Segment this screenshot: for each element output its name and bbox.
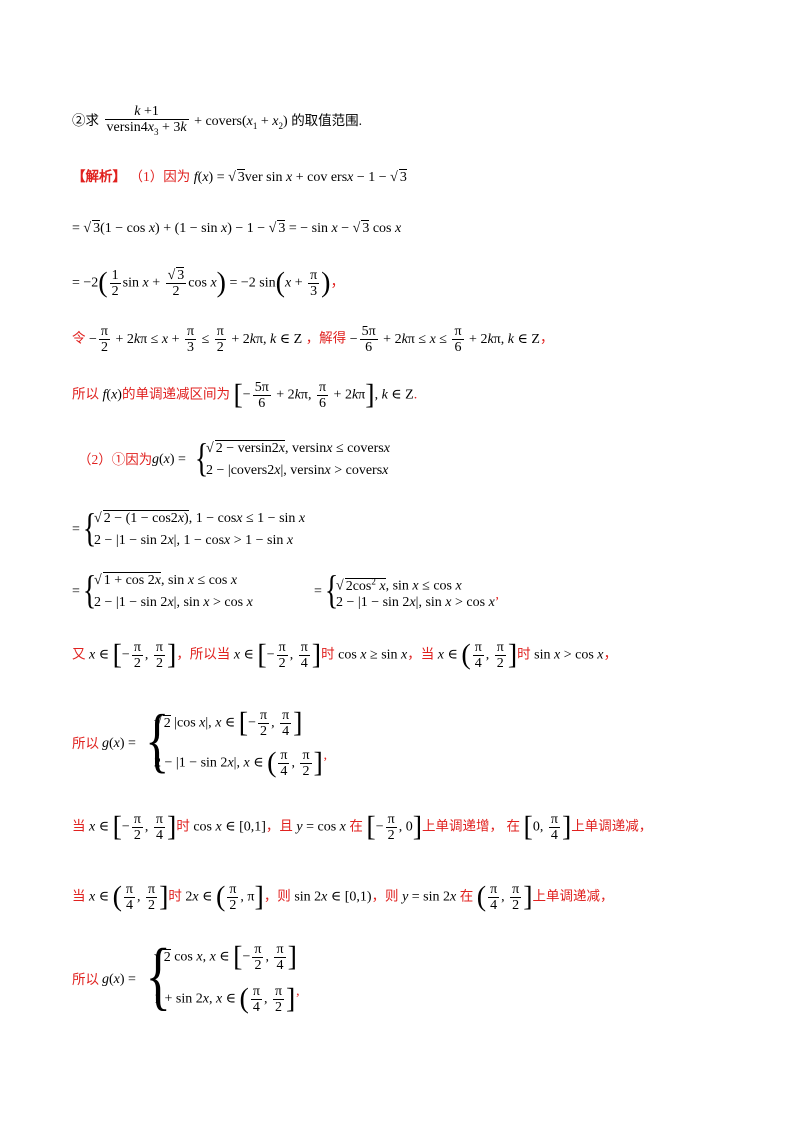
on-text-1: 在 [349, 818, 363, 834]
then-text-1: ，则 [263, 888, 291, 904]
time-text-3: 时 [176, 818, 190, 834]
cos-monotonic-line: 当 x ∈ [− π 2, π 4]时 cos x ∈ [0,1]，且 y = cos… [72, 811, 653, 843]
fraction-k: k +1 versin4x3 + 3k [104, 104, 189, 137]
comma-when: ，当 [407, 646, 435, 662]
time-text-4: 时 [168, 888, 182, 904]
time-text-1: 时 [321, 646, 335, 662]
q2-prefix: ②求 [72, 113, 99, 129]
analysis-tag: 【解析】 [72, 169, 126, 184]
analysis-line-1: 【解析】 （1）因为 f(x) = √ 3ver sin x + cov ersx… [72, 169, 407, 185]
time-text-2: 时 [517, 646, 531, 662]
solve-text: ，解得 [305, 330, 347, 346]
also-line: 又 x ∈ [− π 2, π 2]，所以当 x ∈ [− π 2, π 4]时 cos x… [72, 639, 618, 671]
dec-text-2: 上单调递减， [532, 888, 614, 904]
inc-text: 上单调递增， [422, 818, 504, 834]
let-text: 令 [72, 330, 86, 346]
on-text-3: 在 [459, 888, 474, 904]
so-g-text-2: 所以 [72, 972, 99, 987]
so-f-text: 所以 [72, 386, 99, 402]
also-text: 又 [72, 646, 86, 662]
then-text-2: ，则 [371, 888, 399, 904]
equation-line-2: = √ 3(1 − cos x) + (1 − sin x) − 1 − √ 3 =… [72, 220, 402, 236]
so-when-text: ，所以当 [176, 646, 231, 662]
and-text: ，且 [265, 818, 293, 834]
question-2-line: ②求 k +1 versin4x3 + 3k + covers(x1 + x2)… [72, 104, 363, 137]
decreasing-interval-text: 的单调递减区间为 [121, 386, 230, 402]
when-text-1: 当 [72, 818, 86, 834]
part1-intro: （1）因为 [129, 169, 191, 184]
q2-suffix: 的取值范围. [291, 113, 363, 129]
when-text-2: 当 [72, 888, 86, 904]
dec-text: 上单调递减， [571, 818, 653, 834]
sin-monotonic-line: 当 x ∈ (π 4, π 2]时 2x ∈ (π 2, π]，则 sin 2x ∈ … [72, 881, 614, 913]
part2-intro: （2）①因为 [78, 452, 153, 467]
so-g-text-1: 所以 [72, 736, 99, 751]
on-text-2: 在 [506, 818, 521, 834]
